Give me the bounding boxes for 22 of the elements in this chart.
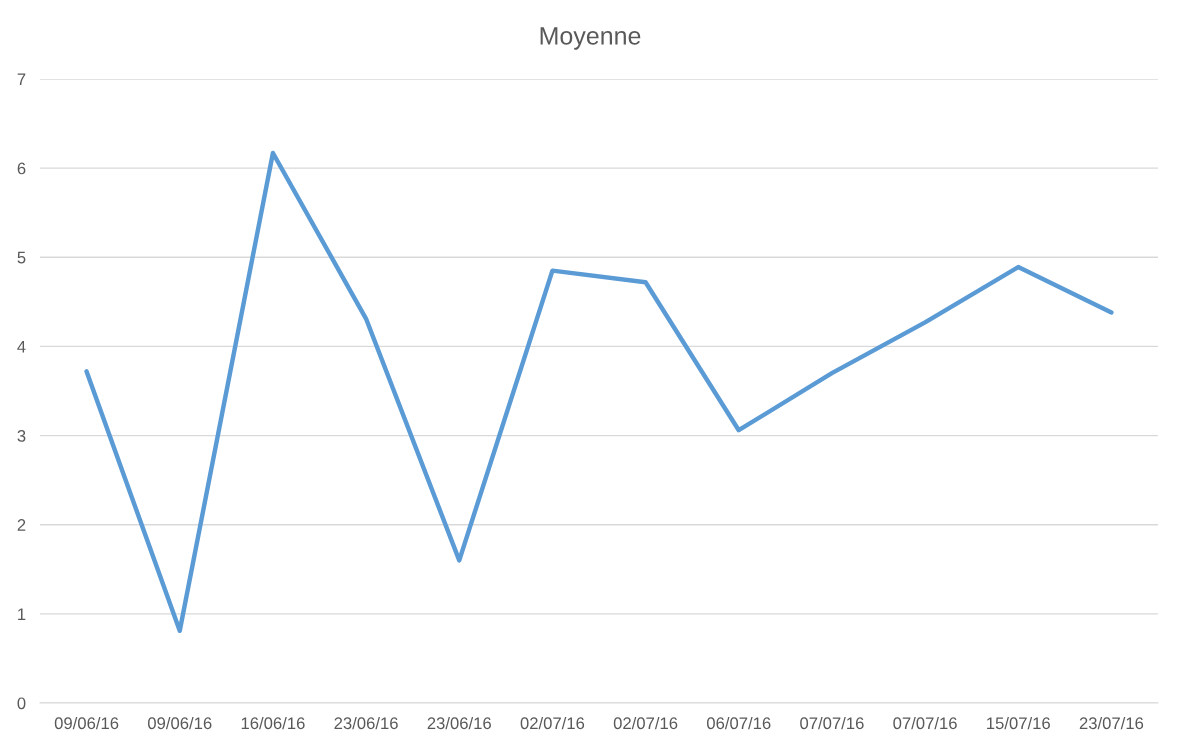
x-tick-label: 23/06/16 (427, 716, 491, 730)
x-tick-label: 06/07/16 (706, 716, 771, 730)
x-tick-label: 15/07/16 (987, 716, 1050, 730)
y-tick-label: 6 (17, 162, 26, 175)
x-tick-label: 07/07/16 (800, 716, 864, 730)
y-tick-label: 7 (17, 73, 26, 86)
x-tick-label: 02/07/16 (613, 716, 678, 730)
y-tick-label: 1 (18, 608, 26, 620)
line-series (84, 150, 1114, 634)
y-tick-label: 5 (17, 251, 26, 264)
x-tick-label: 09/06/16 (147, 716, 212, 730)
x-tick-label: 23/06/16 (334, 716, 398, 730)
y-tick-label: 4 (17, 341, 26, 353)
y-tick-label: 2 (17, 519, 26, 531)
x-tick-label: 16/06/16 (241, 716, 305, 730)
x-tick-label: 07/07/16 (893, 716, 957, 730)
y-tick-label: 3 (17, 429, 26, 442)
y-tick-label: 0 (17, 697, 26, 710)
x-tick-label: 02/07/16 (520, 716, 585, 730)
x-tick-label: 23/07/16 (1079, 716, 1144, 730)
chart-title: Moyenne (540, 27, 641, 50)
x-tick-label: 09/06/16 (54, 716, 119, 730)
